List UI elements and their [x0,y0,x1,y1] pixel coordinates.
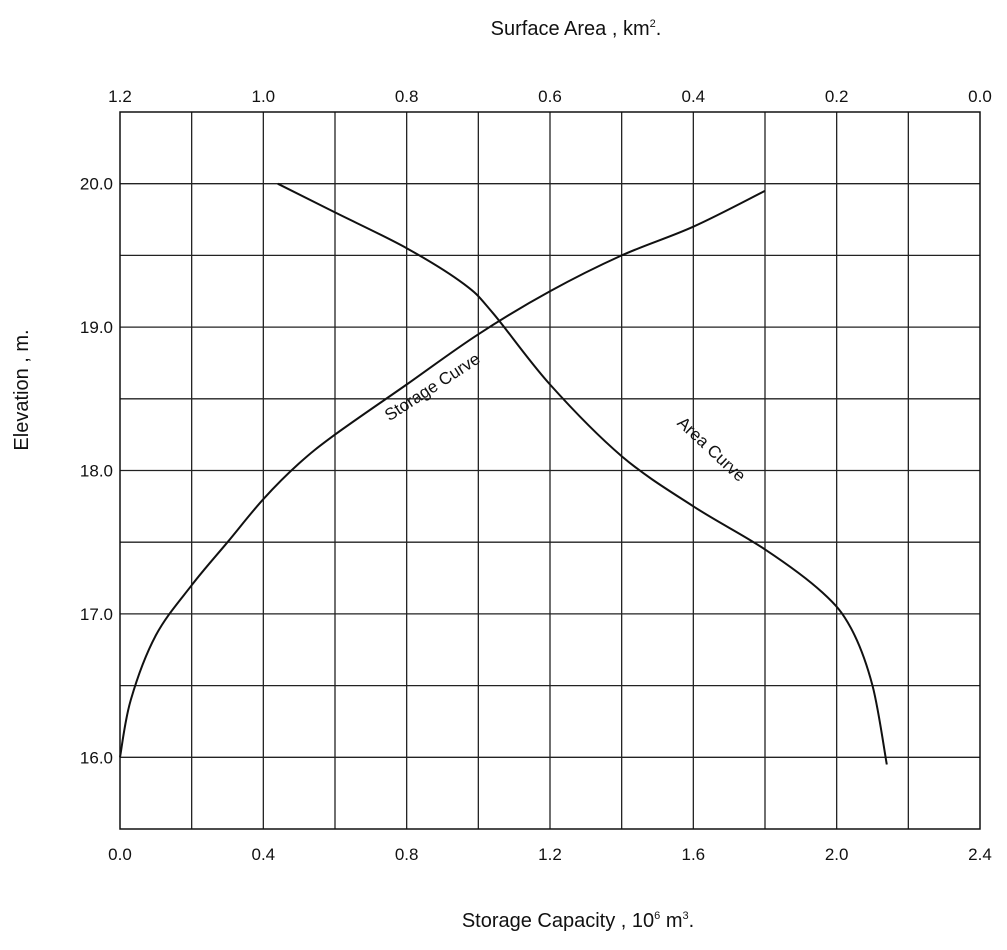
plot-frame [119,111,981,830]
area-curve-line [277,182,888,765]
bottom-axis-tick-label: 2.4 [968,845,992,864]
grid [120,112,980,829]
bottom-axis-tick-label: 0.4 [252,845,276,864]
top-axis-tick-label: 0.4 [682,87,706,106]
bottom-axis-tick-label: 1.6 [682,845,706,864]
series: Storage Curve Area Curve [119,182,888,765]
top-axis-tick-label: 0.2 [825,87,849,106]
left-axis-tick-label: 18.0 [80,462,113,481]
storage-curve-line [119,190,766,758]
bottom-axis-tick-label: 0.8 [395,845,419,864]
left-axis-tick-label: 17.0 [80,605,113,624]
left-axis-tick-label: 16.0 [80,748,113,767]
bottom-axis-title: Storage Capacity , 106 m3. [462,910,694,932]
left-axis-tick-label: 19.0 [80,318,113,337]
bottom-axis-tick-label: 1.2 [538,845,562,864]
left-axis-title: Elevation , m. [11,329,33,450]
top-axis-tick-label: 0.6 [538,87,562,106]
bottom-axis-tick-label: 2.0 [825,845,849,864]
bottom-axis-tick-label: 0.0 [108,845,132,864]
top-axis-tick-label: 1.2 [108,87,132,106]
top-axis-tick-label: 1.0 [252,87,276,106]
tick-labels: 1.2 1.0 0.8 0.6 0.4 0.2 0.0 0.0 0.4 0.8 1.2 1.6 2.0 2… [80,87,992,864]
top-axis-tick-label: 0.0 [968,87,992,106]
top-axis-tick-label: 0.8 [395,87,419,106]
storage-curve-label: Storage Curve [381,349,483,425]
top-axis-title: Surface Area , km2. [491,18,662,40]
left-axis-tick-label: 20.0 [80,175,113,194]
area-curve-label: Area Curve [673,413,749,486]
